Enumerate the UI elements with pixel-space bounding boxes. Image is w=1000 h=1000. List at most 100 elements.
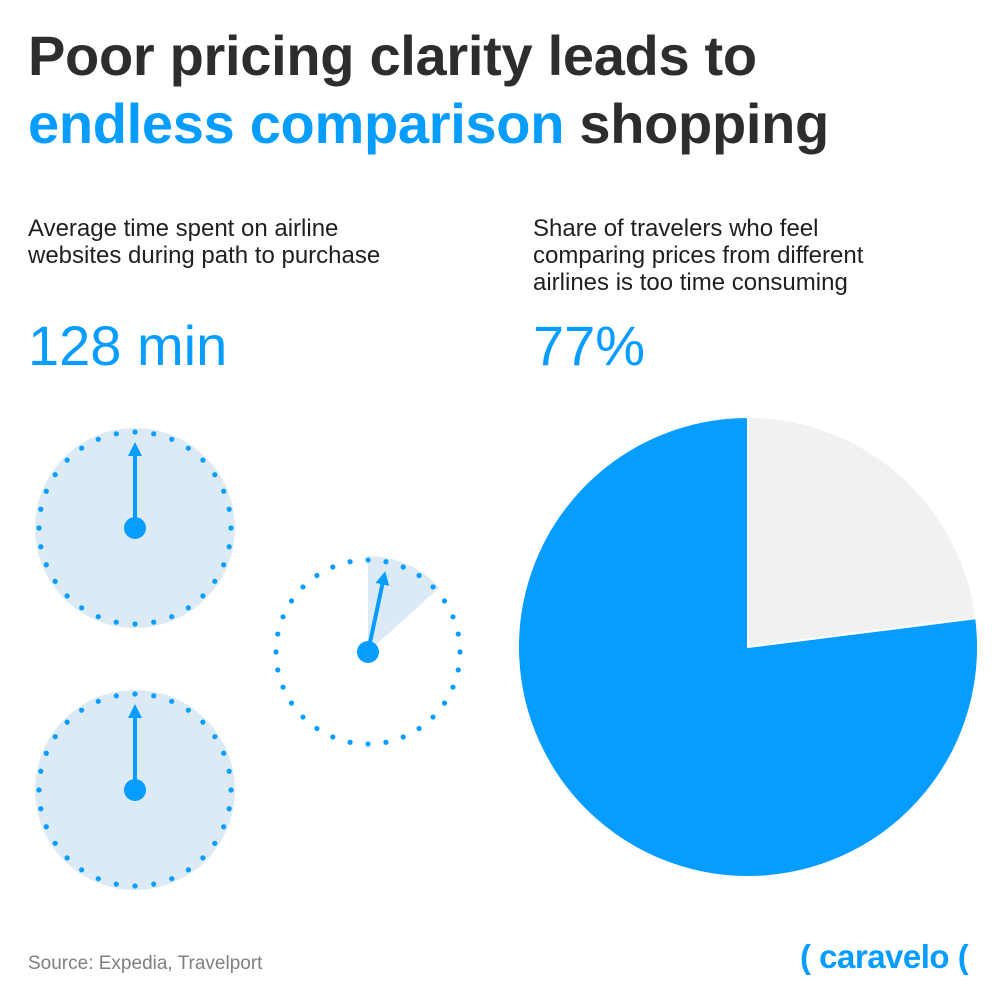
clock-tick-dot <box>430 584 436 590</box>
clock-tick-dot <box>383 559 389 565</box>
clock-tick-dot <box>185 867 191 873</box>
clock-tick-dot <box>79 867 85 873</box>
clock-tick-dot <box>132 429 138 435</box>
clock-tick-dot <box>450 614 456 620</box>
clock-tick-dot <box>132 883 138 889</box>
left-caption-line-2: websites during path to purchase <box>28 242 381 269</box>
clock-tick-dot <box>200 593 206 599</box>
clock-tick-dot <box>416 572 422 579</box>
clock-tick-dot <box>455 667 461 673</box>
clock-tick-dot <box>185 605 191 611</box>
clock-tick-dot <box>441 700 448 706</box>
clock-tick-dot <box>441 598 448 604</box>
clock-tick-dot <box>347 739 353 745</box>
clock-center-dot <box>357 641 379 663</box>
right-caption-line-2: comparing prices from different <box>533 242 864 269</box>
clock-tick-dot <box>280 684 286 690</box>
clock-tick-dot <box>169 876 175 882</box>
clock-tick-dot <box>228 787 234 793</box>
clock-tick-dot <box>38 506 44 512</box>
clock-tick-dot <box>43 750 49 756</box>
clock-tick-dot <box>212 472 218 478</box>
clock-tick-dot <box>416 725 422 732</box>
clock-tick-dot <box>212 578 218 584</box>
clock-tick-dot <box>280 614 286 620</box>
clock-tick-dot <box>300 584 306 590</box>
clock-tick-dot <box>64 457 70 463</box>
clock-icon-2 <box>35 690 235 890</box>
clock-tick-dot <box>113 619 119 625</box>
clock-tick-dot <box>200 457 206 463</box>
clock-tick-dot <box>151 881 157 887</box>
clock-tick-dot <box>226 544 232 550</box>
clock-tick-dot <box>79 605 85 611</box>
clock-tick-dot <box>288 700 295 706</box>
clock-tick-dot <box>228 525 234 531</box>
right-caption-line-3: airlines is too time consuming <box>533 269 848 296</box>
clock-tick-dot <box>38 768 44 774</box>
clock-tick-dot <box>400 734 406 740</box>
clock-hand <box>366 582 385 654</box>
clock-tick-dot <box>95 614 101 620</box>
clock-tick-dot <box>212 734 218 740</box>
clock-tick-dot <box>212 840 218 846</box>
clock-tick-dot <box>95 876 101 882</box>
clock-tick-dot <box>185 445 191 451</box>
clock-tick-dot <box>330 564 336 570</box>
clock-icon-3 <box>273 556 463 747</box>
left-value: 128 min <box>28 314 228 377</box>
clock-tick-dot <box>226 806 232 812</box>
clock-tick-dot <box>52 472 58 478</box>
clock-tick-dot <box>430 714 436 720</box>
clock-center-dot <box>124 517 146 539</box>
clock-tick-dot <box>151 693 157 699</box>
clock-tick-dot <box>113 431 119 437</box>
left-caption-line-1: Average time spent on airline <box>28 215 339 242</box>
title-rest: shopping <box>579 92 829 155</box>
clock-tick-dot <box>64 719 70 725</box>
clock-tick-dot <box>288 598 295 604</box>
clock-tick-dot <box>36 787 42 793</box>
clock-center-dot <box>124 779 146 801</box>
clock-tick-dot <box>221 488 227 494</box>
clock-tick-dot <box>200 855 206 861</box>
clock-tick-dot <box>221 824 227 830</box>
clock-tick-dot <box>52 578 58 584</box>
clock-tick-dot <box>43 488 49 494</box>
clock-tick-dot <box>132 691 138 697</box>
clock-tick-dot <box>43 824 49 830</box>
left-caption: Average time spent on airline websites d… <box>28 215 380 269</box>
right-value: 77% <box>533 314 646 377</box>
source-note: Source: Expedia, Travelport <box>28 953 263 974</box>
clock-tick-dot <box>169 436 175 442</box>
clock-tick-dot <box>169 614 175 620</box>
clock-tick-dot <box>226 768 232 774</box>
right-caption: Share of travelers who feel comparing pr… <box>533 215 863 296</box>
clock-tick-dot <box>52 734 58 740</box>
clock-icons <box>35 428 463 890</box>
caravelo-logo: ( caravelo ( <box>800 938 969 975</box>
title-accent: endless comparison <box>28 92 565 155</box>
chart-title: Poor pricing clarity leads to endless co… <box>28 22 988 158</box>
clock-tick-dot <box>95 698 101 704</box>
clock-tick-dot <box>450 684 456 690</box>
clock-tick-dot <box>52 840 58 846</box>
clock-hand-arrow <box>375 571 390 586</box>
clock-tick-dot <box>113 881 119 887</box>
pie-slice-main <box>517 415 979 878</box>
clock-tick-dot <box>314 572 320 579</box>
clock-tick-dot <box>365 741 371 747</box>
clock-tick-dot <box>314 725 320 732</box>
clock-tick-dot <box>36 525 42 531</box>
clock-tick-dot <box>347 559 353 565</box>
clock-tick-dot <box>221 562 227 568</box>
clock-hand-arrow <box>128 704 142 718</box>
title-line-1: Poor pricing clarity leads to <box>28 24 757 87</box>
clock-tick-dot <box>383 739 389 745</box>
clock-tick-dot <box>275 631 281 637</box>
clock-hand-arrow <box>128 442 142 456</box>
clock-tick-dot <box>300 714 306 720</box>
clock-tick-dot <box>455 631 461 637</box>
clock-tick-dot <box>365 557 371 563</box>
